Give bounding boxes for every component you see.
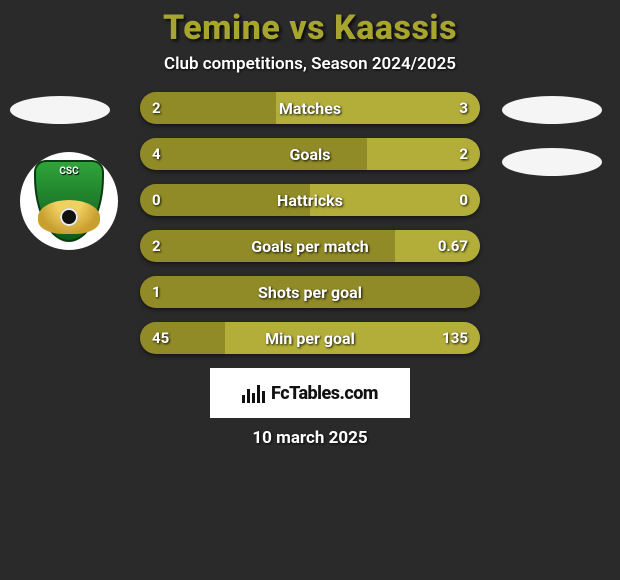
stat-value-left: 4 bbox=[152, 138, 161, 170]
stat-bar-left bbox=[140, 184, 310, 216]
page-title: Temine vs Kaassis bbox=[0, 8, 620, 48]
content-area: CSC Matches23Goals42Hattricks00Goals per… bbox=[0, 92, 620, 354]
stat-row: Goals per match20.67 bbox=[140, 230, 480, 262]
club-badge-text: CSC bbox=[20, 166, 118, 177]
stat-row: Hattricks00 bbox=[140, 184, 480, 216]
player-right-avatar bbox=[502, 96, 602, 124]
date-text: 10 march 2025 bbox=[0, 428, 620, 448]
stat-value-right: 2 bbox=[459, 138, 468, 170]
stat-row: Shots per goal1 bbox=[140, 276, 480, 308]
stat-value-left: 2 bbox=[152, 92, 161, 124]
stat-value-left: 45 bbox=[152, 322, 169, 354]
source-badge: FcTables.com bbox=[210, 368, 410, 418]
stat-bar-left bbox=[140, 138, 367, 170]
stat-value-right: 0 bbox=[459, 184, 468, 216]
stat-bar-right bbox=[276, 92, 480, 124]
stat-row: Goals42 bbox=[140, 138, 480, 170]
stat-value-left: 0 bbox=[152, 184, 161, 216]
stat-bar-right bbox=[310, 184, 480, 216]
stat-value-left: 1 bbox=[152, 276, 161, 308]
stat-value-right: 0.67 bbox=[438, 230, 468, 262]
player-left-avatar bbox=[10, 96, 110, 124]
fctables-icon bbox=[242, 383, 265, 403]
stat-value-left: 2 bbox=[152, 230, 161, 262]
stat-row: Min per goal45135 bbox=[140, 322, 480, 354]
stat-bar-left bbox=[140, 230, 395, 262]
source-text: FcTables.com bbox=[271, 383, 378, 404]
comparison-card: Temine vs Kaassis Club competitions, Sea… bbox=[0, 0, 620, 448]
club-right-placeholder bbox=[502, 148, 602, 176]
stat-value-right: 135 bbox=[442, 322, 468, 354]
stat-row: Matches23 bbox=[140, 92, 480, 124]
stat-bar-left bbox=[140, 276, 480, 308]
club-left-badge: CSC bbox=[20, 152, 118, 250]
stat-bars: Matches23Goals42Hattricks00Goals per mat… bbox=[140, 92, 480, 354]
page-subtitle: Club competitions, Season 2024/2025 bbox=[0, 54, 620, 74]
stat-value-right: 3 bbox=[459, 92, 468, 124]
